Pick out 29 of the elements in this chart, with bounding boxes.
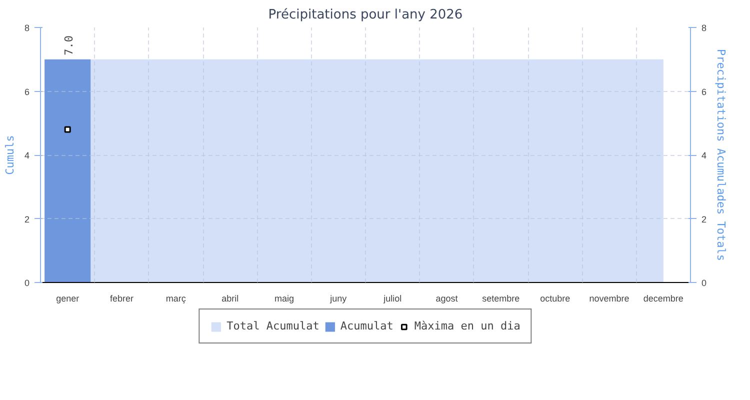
- y2-tick-label: 0: [702, 278, 707, 288]
- y2-axis-title: Precipitations Acumulades Totals: [714, 49, 728, 261]
- x-tick-label: agost: [436, 294, 458, 304]
- x-tick-label: octubre: [540, 294, 570, 304]
- x-tick-label: març: [166, 294, 186, 304]
- legend-label: Total Acumulat: [226, 320, 320, 332]
- y2-tick-label: 2: [702, 214, 707, 224]
- chart-title: Précipitations pour l'any 2026: [268, 8, 463, 22]
- x-tick-label: juny: [329, 294, 348, 304]
- x-tick-label: setembre: [482, 294, 520, 304]
- x-tick-label: novembre: [589, 294, 630, 304]
- legend-label: Acumulat: [340, 320, 394, 332]
- y-tick-label: 6: [24, 86, 30, 97]
- x-tick-label: decembre: [643, 294, 684, 304]
- y-tick-label: 8: [24, 23, 30, 33]
- x-tick-label: gener: [56, 294, 80, 304]
- x-tick-label: febrer: [110, 294, 134, 304]
- y-axis-title: Cumuls: [3, 135, 16, 175]
- x-tick-label: abril: [222, 294, 239, 304]
- x-tick-label: juliol: [382, 294, 402, 304]
- x-tick-label: maig: [274, 294, 294, 304]
- y2-tick-label: 6: [702, 86, 707, 97]
- y2-tick-label: 4: [702, 150, 707, 160]
- y2-tick-label: 8: [702, 23, 707, 33]
- data-label: 7.0: [62, 36, 76, 56]
- legend-label: Màxima en un dia: [414, 320, 520, 332]
- y-tick-label: 0: [24, 278, 30, 288]
- y-tick-label: 2: [24, 214, 30, 224]
- y-tick-label: 4: [24, 150, 30, 160]
